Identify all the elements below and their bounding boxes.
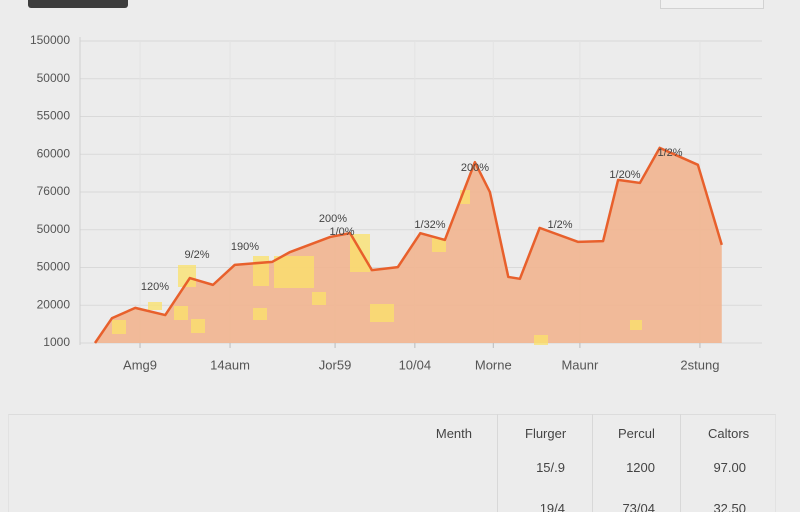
annotation: 200%	[461, 162, 489, 174]
highlight-block	[630, 320, 642, 330]
y-tick-label: 50000	[37, 222, 71, 236]
annotation: 1/2%	[657, 147, 682, 159]
annotation: 200%	[319, 213, 347, 225]
table-cell: Percul	[618, 426, 655, 441]
area	[95, 147, 722, 343]
top-button[interactable]	[28, 0, 128, 8]
highlight-block	[370, 304, 394, 322]
column-divider	[497, 414, 498, 512]
highlight-block	[174, 306, 188, 320]
annotation: 190%	[231, 241, 259, 253]
highlight-block	[253, 308, 267, 320]
annotation: 9/2%	[184, 249, 209, 261]
x-tick-label: 2stung	[680, 357, 719, 372]
y-tick-label: 50000	[37, 260, 71, 274]
table-cell: Flurger	[525, 426, 567, 441]
highlight-block	[253, 256, 269, 286]
x-tick-label: Jor59	[319, 357, 352, 372]
annotation: 1/20%	[609, 169, 640, 181]
x-tick-label: Maunr	[561, 357, 599, 372]
line	[93, 146, 723, 344]
highlight-block	[312, 292, 326, 305]
highlight-block	[460, 190, 470, 204]
annotation: 120%	[141, 281, 169, 293]
highlight-block	[274, 256, 314, 288]
x-tick-label: Morne	[475, 357, 512, 372]
highlight-block	[112, 320, 126, 334]
highlight-block	[178, 265, 196, 287]
table-cell: Caltors	[708, 426, 750, 441]
annotation: 1/2%	[547, 219, 572, 231]
highlight-block	[148, 302, 162, 310]
table-card	[8, 414, 776, 512]
table-cell: Menth	[435, 426, 472, 441]
column-divider	[592, 414, 593, 512]
y-tick-label: 1000	[43, 335, 70, 349]
y-tick-label: 50000	[37, 71, 71, 85]
table-cell: 1200	[626, 460, 655, 475]
x-tick-label: 14aum	[210, 357, 250, 372]
y-tick-label: 150000	[30, 33, 70, 47]
highlight-block	[534, 335, 548, 345]
y-tick-label: 55000	[37, 109, 71, 123]
column-divider	[680, 414, 681, 512]
x-tick-label: 10/04	[399, 357, 432, 372]
chart: 150000 50000 55000 60000 76000 50000 50000 2000…	[30, 33, 762, 372]
annotation: 1/32%	[414, 219, 445, 231]
y-tick-label: 20000	[37, 297, 71, 311]
table-cell: 73/04	[622, 501, 655, 512]
top-box[interactable]	[660, 0, 764, 9]
annotation: 1/0%	[329, 226, 354, 238]
y-tick-label: 60000	[37, 146, 71, 160]
table-cell: 32.50	[713, 501, 746, 512]
highlight-block	[191, 319, 205, 333]
y-tick-label: 76000	[37, 184, 71, 198]
highlight-block	[432, 238, 446, 252]
table-cell: 15/.9	[536, 460, 565, 475]
x-tick-label: Amg9	[123, 357, 157, 372]
table-cell: 19/4	[539, 501, 565, 512]
table-cell: 97.00	[713, 460, 746, 475]
